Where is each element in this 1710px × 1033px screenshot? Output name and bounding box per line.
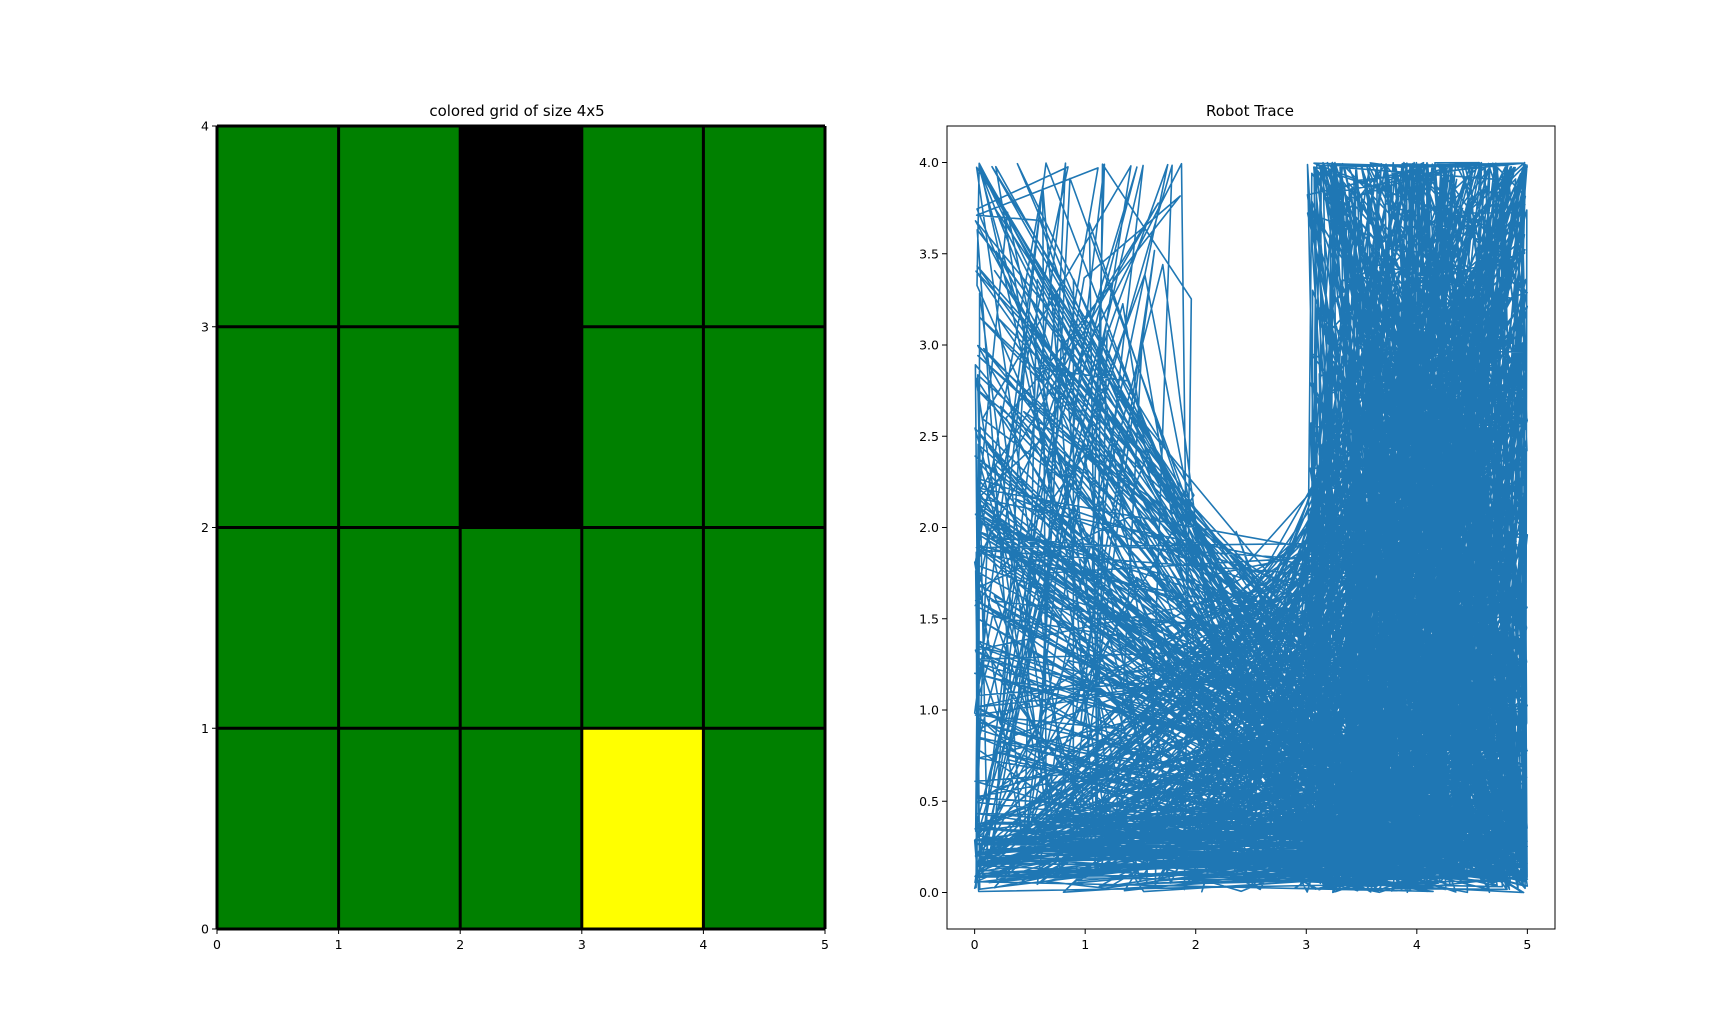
trace-x-tick-label: 0 (971, 937, 979, 952)
grid-cell-green (460, 728, 582, 929)
trace-y-tick-label: 1.0 (919, 703, 939, 718)
grid-cell-green (338, 326, 461, 528)
trace-x-tick-label: 3 (1302, 937, 1310, 952)
trace-y-tick-label: 0.5 (919, 794, 939, 809)
grid-y-tick-label: 4 (201, 119, 209, 134)
grid-cell-green (338, 527, 461, 729)
grid-cell-black (460, 326, 582, 528)
grid-cell-green (581, 126, 704, 327)
grid-y-tick-label: 0 (201, 922, 209, 937)
trace-x-tick-label: 5 (1523, 937, 1531, 952)
grid-cell-green (460, 527, 582, 729)
trace-x-tick-label: 1 (1081, 937, 1089, 952)
grid-cell-green (217, 126, 339, 327)
trace-y-tick-label: 3.0 (919, 338, 939, 353)
grid-chart-title: colored grid of size 4x5 (429, 102, 604, 120)
grid-cell-yellow (581, 728, 704, 929)
grid-cell-green (703, 728, 825, 929)
grid-cell-green (217, 326, 339, 528)
trace-chart-title: Robot Trace (1206, 102, 1294, 120)
trace-y-ticks: 0.0 0.5 1.0 1.5 2.0 2.5 3.0 3.5 4.0 (919, 155, 947, 900)
grid-cell-green (581, 326, 704, 528)
trace-chart: Robot Trace 0 1 2 3 4 5 0.0 0.5 1.0 1.5 2.0 2.5 3.0… (919, 102, 1556, 952)
trace-y-tick-label: 1.5 (919, 611, 939, 626)
grid-cell-green (338, 728, 461, 929)
trace-lines (973, 161, 1529, 894)
grid-x-tick-label: 2 (456, 937, 464, 952)
trace-x-tick-label: 4 (1413, 937, 1421, 952)
trace-y-tick-label: 2.5 (919, 429, 939, 444)
trace-y-tick-label: 0.0 (919, 885, 939, 900)
trace-y-tick-label: 4.0 (919, 155, 939, 170)
grid-y-ticks: 0 1 2 3 4 (201, 119, 217, 937)
grid-cell-green (703, 126, 825, 327)
grid-x-ticks: 0 1 2 3 4 5 (213, 929, 829, 952)
grid-x-tick-label: 0 (213, 937, 221, 952)
grid-cell-green (581, 527, 704, 729)
grid-cell-green (217, 527, 339, 729)
grid-cell-black (460, 126, 582, 327)
grid-x-tick-label: 1 (335, 937, 343, 952)
trace-x-ticks: 0 1 2 3 4 5 (971, 929, 1531, 952)
grid-y-tick-label: 2 (201, 520, 209, 535)
grid-x-tick-label: 3 (578, 937, 586, 952)
grid-cells (217, 126, 825, 929)
grid-cell-green (217, 728, 339, 929)
trace-series-line (973, 161, 1529, 894)
grid-x-tick-label: 4 (699, 937, 707, 952)
trace-x-tick-label: 2 (1192, 937, 1200, 952)
grid-cell-green (703, 527, 825, 729)
grid-chart: colored grid of size 4x5 0 1 2 3 4 5 0 1 2 3 4 (201, 102, 829, 952)
grid-y-tick-label: 1 (201, 721, 209, 736)
trace-y-tick-label: 3.5 (919, 246, 939, 261)
trace-y-tick-label: 2.0 (919, 520, 939, 535)
grid-x-tick-label: 5 (821, 937, 829, 952)
grid-y-tick-label: 3 (201, 319, 209, 334)
grid-cell-green (703, 326, 825, 528)
grid-cell-green (338, 126, 461, 327)
